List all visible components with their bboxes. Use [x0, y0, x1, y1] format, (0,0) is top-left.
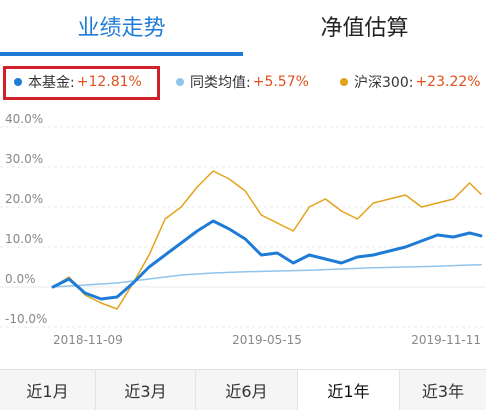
tab-performance[interactable]: 业绩走势 [77, 16, 166, 41]
y-tick-label: 20.0% [5, 192, 43, 206]
tab-bar: 业绩走势 净值估算 [0, 0, 486, 58]
tab-nav-estimate[interactable]: 净值估算 [320, 16, 409, 41]
period-1m[interactable]: 近1月 [0, 370, 96, 410]
active-tab-indicator [0, 52, 243, 56]
highlight-box [3, 66, 160, 100]
legend-item-csi300: 沪深300: +23.22% [340, 72, 481, 92]
x-tick-label: 2019-11-11 [411, 333, 481, 347]
y-tick-label: 30.0% [5, 152, 43, 166]
x-tick-label: 2019-05-15 [232, 333, 302, 347]
chart-legend: 本基金: +12.81% 同类均值: +5.57% 沪深300: +23.22% [0, 62, 486, 106]
y-tick-label: -10.0% [5, 312, 47, 326]
legend-item-fund: 本基金: +12.81% [14, 72, 142, 92]
performance-chart: 40.0% 30.0% 20.0% 10.0% 0.0% -10.0% 2018-11-09… [0, 112, 486, 347]
period-6m[interactable]: 近6月 [196, 370, 298, 410]
y-tick-label: 0.0% [5, 272, 36, 286]
legend-item-peer-average: 同类均值: +5.57% [176, 72, 309, 92]
y-tick-label: 40.0% [5, 112, 43, 126]
legend-dot [14, 78, 22, 86]
legend-label: 沪深300: [354, 75, 414, 91]
legend-dot [176, 78, 184, 86]
series-line [52, 170, 482, 310]
y-tick-label: 10.0% [5, 232, 43, 246]
legend-value: +5.57% [252, 74, 309, 90]
series-line [51, 219, 483, 301]
period-1y[interactable]: 近1年 [298, 370, 400, 410]
legend-value: +12.81% [76, 74, 142, 90]
legend-label: 本基金: [28, 75, 75, 91]
legend-label: 同类均值: [190, 75, 251, 91]
period-3y[interactable]: 近3年 [400, 370, 486, 410]
legend-value: +23.22% [415, 74, 481, 90]
series-line [52, 263, 482, 288]
period-3m[interactable]: 近3月 [96, 370, 196, 410]
x-tick-label: 2018-11-09 [53, 333, 123, 347]
period-selector: 近1月 近3月 近6月 近1年 近3年 [0, 369, 486, 410]
legend-dot [340, 78, 348, 86]
